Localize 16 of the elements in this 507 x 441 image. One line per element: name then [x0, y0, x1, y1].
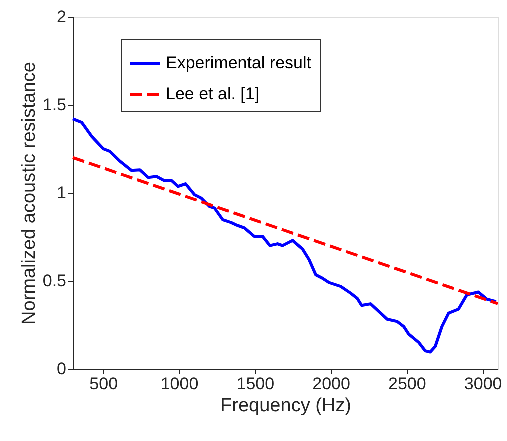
x-tick-label: 2000: [312, 374, 350, 394]
x-tick-label: 2500: [388, 374, 426, 394]
y-tick-label: 0: [57, 360, 66, 378]
legend-label: Experimental result: [166, 54, 312, 72]
y-tick-label: 1: [57, 184, 66, 202]
x-tick-label: 500: [90, 374, 118, 394]
legend-label: Lee et al. [1]: [166, 84, 260, 104]
y-tick-label: 2: [57, 8, 66, 26]
x-axis-title: Frequency (Hz): [220, 396, 352, 416]
x-tick-label: 1500: [236, 374, 275, 394]
y-tick-label: 1.5: [42, 96, 66, 114]
x-tick-label: 1000: [160, 374, 199, 394]
y-axis-title: Normalized acoustic resistance: [18, 62, 40, 325]
line-series: [72, 118, 498, 354]
x-tick-label: 3000: [464, 374, 502, 394]
y-tick-label: 0.5: [42, 272, 66, 290]
